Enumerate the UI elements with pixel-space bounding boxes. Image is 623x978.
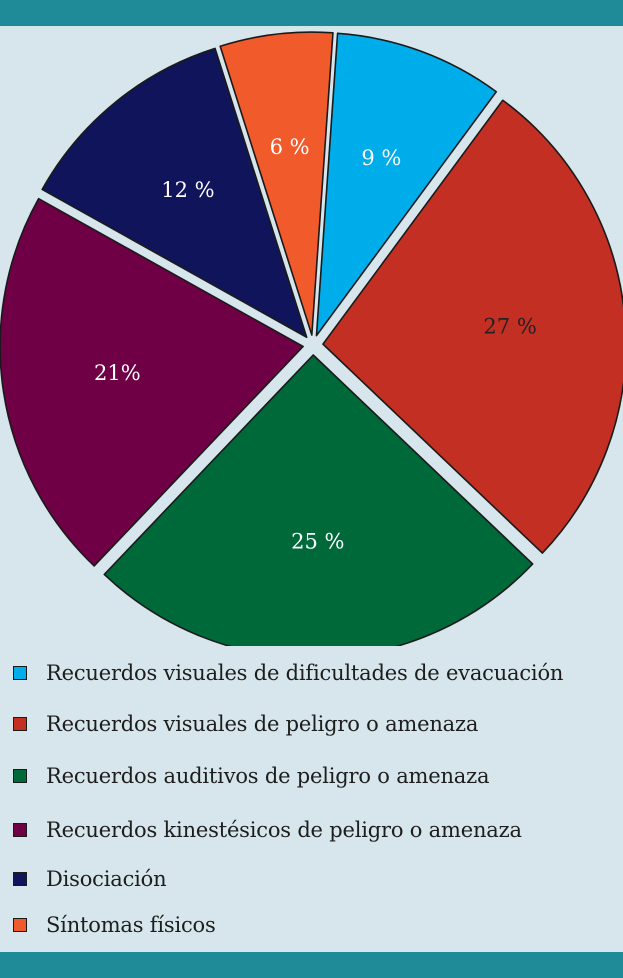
legend-item: Recuerdos kinestésicos de peligro o amen… [13, 812, 522, 848]
legend-item: Recuerdos visuales de dificultades de ev… [13, 655, 563, 691]
legend-label: Recuerdos visuales de peligro o amenaza [46, 712, 479, 736]
pie-slice [315, 32, 498, 337]
slice-data-label: 9 % [361, 146, 401, 170]
slice-data-label: 12 % [161, 178, 214, 202]
legend-swatch [13, 769, 27, 783]
legend-item: Recuerdos visuales de peligro o amenaza [13, 706, 478, 742]
slice-data-label: 21% [94, 361, 141, 385]
legend-item: Síntomas físicos [13, 907, 216, 943]
legend-label: Recuerdos visuales de dificultades de ev… [46, 661, 564, 685]
legend-item: Recuerdos auditivos de peligro o amenaza [13, 758, 490, 794]
pie-slice [322, 99, 623, 554]
top-band [0, 0, 623, 26]
legend-label: Recuerdos kinestésicos de peligro o amen… [46, 818, 522, 842]
legend-swatch [13, 823, 27, 837]
slice-data-label: 25 % [291, 529, 344, 553]
pie-slice [0, 197, 304, 567]
pie-chart: 9 % 27 % 25 % 21% 12 % 6 % [0, 31, 623, 646]
legend-item: Disociación [13, 861, 167, 897]
legend-swatch [13, 666, 27, 680]
legend-label: Recuerdos auditivos de peligro o amenaza [46, 764, 490, 788]
slice-data-label: 6 % [270, 135, 310, 159]
legend-label: Síntomas físicos [46, 913, 216, 937]
slice-data-label: 27 % [483, 314, 536, 338]
pie-slice [41, 47, 308, 339]
legend-label: Disociación [46, 867, 167, 891]
legend-swatch [13, 717, 27, 731]
bottom-band [0, 952, 623, 978]
pie-slice [219, 31, 334, 336]
pie-slice [103, 354, 534, 646]
legend-swatch [13, 872, 27, 886]
legend-swatch [13, 918, 27, 932]
